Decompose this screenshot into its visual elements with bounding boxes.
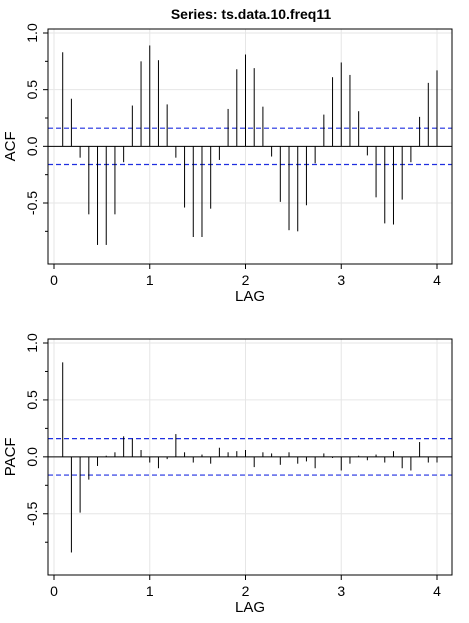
acf-y-tick-label: -0.5 xyxy=(24,191,40,215)
pacf-x-tick-label: 2 xyxy=(242,583,250,599)
acf-x-tick-label: 4 xyxy=(433,272,441,288)
acf-x-tick-label: 1 xyxy=(146,272,154,288)
pacf-y-tick-label: 0.5 xyxy=(24,390,40,410)
pacf-y-axis-title: PACF xyxy=(2,437,19,476)
pacf-y-tick-label: -0.5 xyxy=(24,501,40,525)
acf-panel: 0 1 2 3 4 -0.5 0.0 0.5 1.0 LAG ACF xyxy=(2,23,453,305)
pacf-y-tick-label: 1.0 xyxy=(24,333,40,353)
acf-x-tick-label: 0 xyxy=(50,272,58,288)
acf-x-axis-title: LAG xyxy=(235,288,265,305)
pacf-x-tick-label: 0 xyxy=(50,583,58,599)
acf-x-tick-label: 3 xyxy=(337,272,345,288)
pacf-y-tick-label: 0.0 xyxy=(24,447,40,467)
pacf-x-tick-label: 1 xyxy=(146,583,154,599)
pacf-x-tick-label: 3 xyxy=(337,583,345,599)
pacf-x-tick-label: 4 xyxy=(433,583,441,599)
pacf-x-axis-title: LAG xyxy=(235,599,265,616)
acf-x-tick-label: 2 xyxy=(242,272,250,288)
pacf-panel: 0 1 2 3 4 -0.5 0.0 0.5 1.0 LAG PACF xyxy=(2,333,453,616)
acf-y-tick-label: 0.5 xyxy=(24,80,40,100)
figure-title: Series: ts.data.10.freq11 xyxy=(171,6,332,22)
acf-y-tick-label: 0.0 xyxy=(24,136,40,156)
acf-y-axis-title: ACF xyxy=(2,131,19,161)
acf-y-tick-label: 1.0 xyxy=(24,23,40,43)
